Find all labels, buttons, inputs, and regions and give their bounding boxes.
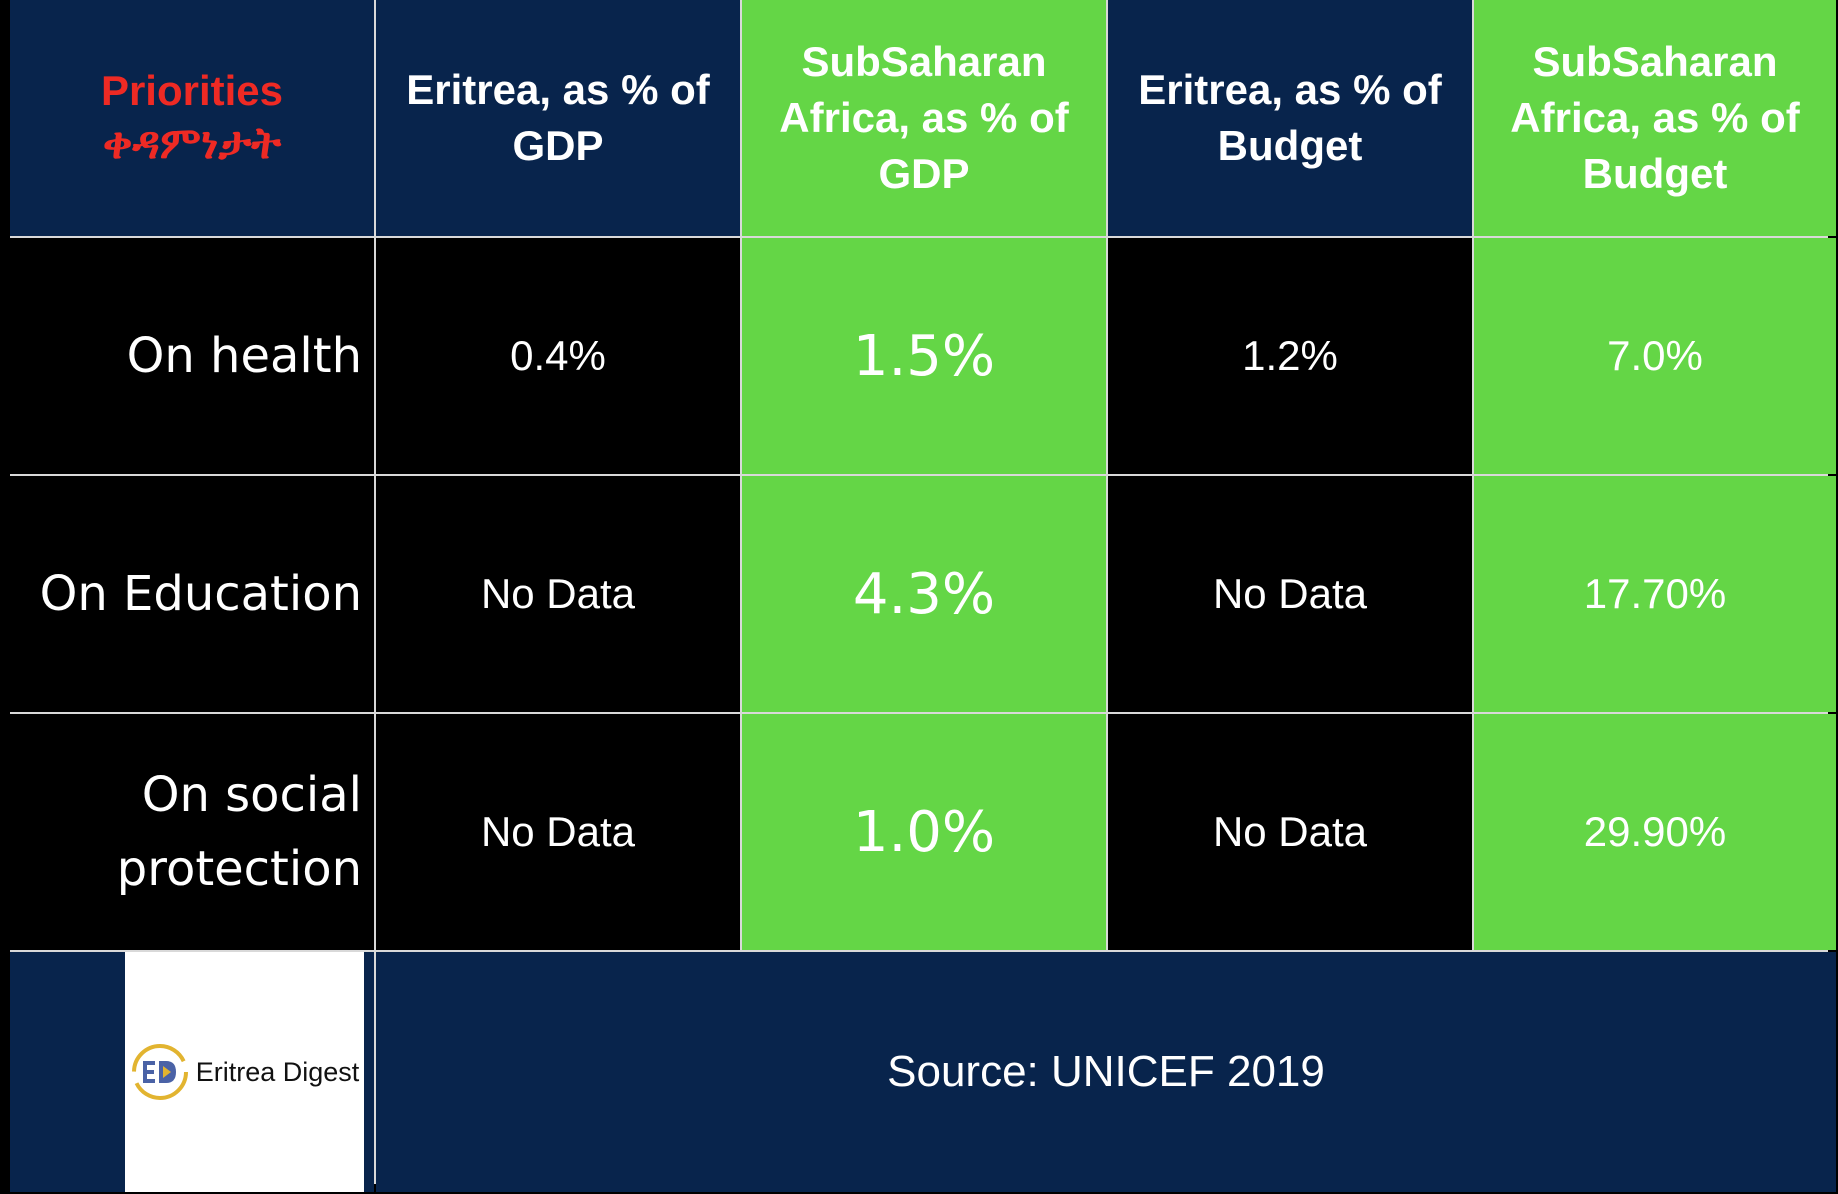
source-note: Source: UNICEF 2019	[376, 952, 1836, 1192]
logo-cell: Eritrea Digest	[10, 952, 374, 1192]
value-education-ssa-budget: 17.70%	[1474, 476, 1836, 712]
value-health-eritrea-gdp: 0.4%	[376, 238, 740, 474]
value-education-eritrea-budget: No Data	[1108, 476, 1472, 712]
value-social-eritrea-gdp: No Data	[376, 714, 740, 950]
column-header-ssa-budget: SubSaharan Africa, as % of Budget	[1474, 0, 1836, 236]
value-social-ssa-budget: 29.90%	[1474, 714, 1836, 950]
value-social-ssa-gdp: 1.0%	[742, 714, 1106, 950]
logo: Eritrea Digest	[125, 952, 364, 1192]
eritrea-digest-logo-icon	[131, 1044, 188, 1100]
priorities-label: Priorities	[100, 67, 284, 114]
value-health-ssa-budget: 7.0%	[1474, 238, 1836, 474]
row-label-health: On health	[10, 238, 374, 474]
value-education-eritrea-gdp: No Data	[376, 476, 740, 712]
column-header-eritrea-budget: Eritrea, as % of Budget	[1108, 0, 1472, 236]
value-health-eritrea-budget: 1.2%	[1108, 238, 1472, 474]
value-social-eritrea-budget: No Data	[1108, 714, 1472, 950]
column-header-eritrea-gdp: Eritrea, as % of GDP	[376, 0, 740, 236]
priorities-header: Priorities ቀዳምነታት	[10, 0, 374, 236]
value-education-ssa-gdp: 4.3%	[742, 476, 1106, 712]
row-label-social-protection: On social protection	[10, 714, 374, 950]
spending-table: Priorities ቀዳምነታት Eritrea, as % of GDP S…	[10, 0, 1836, 1192]
row-label-education: On Education	[10, 476, 374, 712]
column-header-ssa-gdp: SubSaharan Africa, as % of GDP	[742, 0, 1106, 236]
value-health-ssa-gdp: 1.5%	[742, 238, 1106, 474]
priorities-label-tigrinya: ቀዳምነታት	[102, 119, 282, 168]
logo-text: Eritrea Digest	[195, 1056, 360, 1087]
